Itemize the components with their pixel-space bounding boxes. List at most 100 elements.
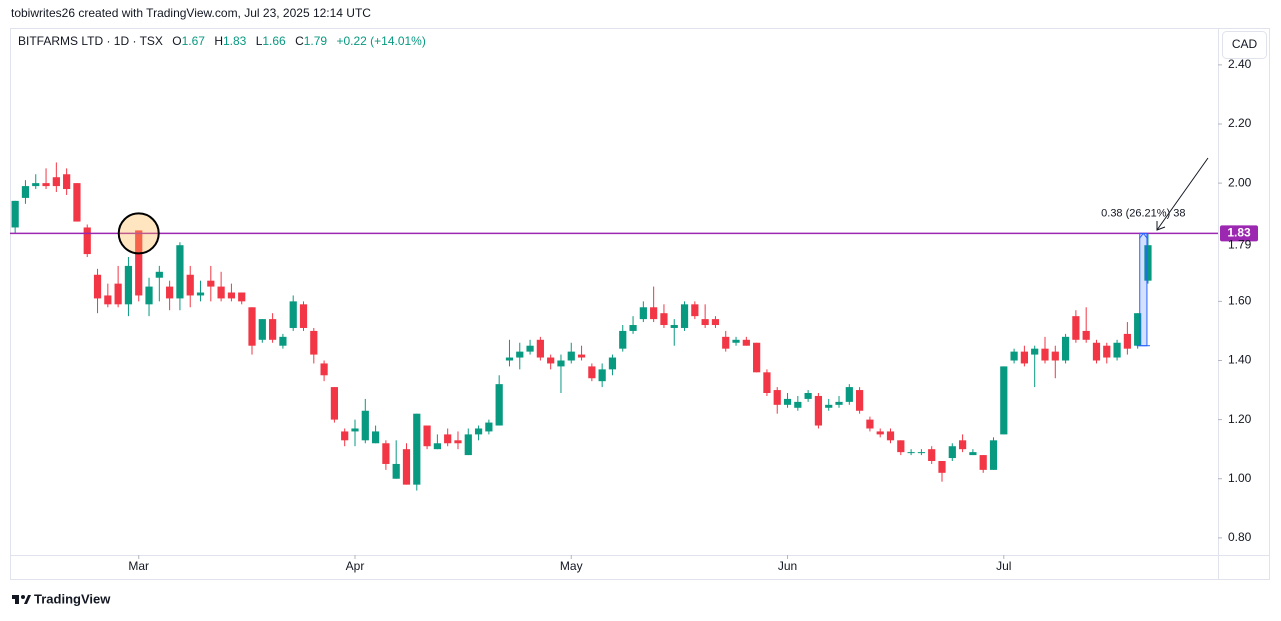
chart-frame (10, 28, 1270, 580)
candle-body (320, 363, 328, 376)
candle-body (114, 283, 122, 305)
candle-body (691, 304, 699, 317)
candle-body (104, 295, 112, 305)
currency-button[interactable] (1222, 31, 1267, 59)
annotation-arrowhead (1156, 221, 1166, 231)
candle-body (783, 398, 792, 405)
candle-body (73, 183, 81, 222)
footer-logo (12, 595, 31, 604)
legend-field-label: C (295, 34, 304, 48)
candle-body (577, 354, 586, 358)
horizontal-line-price-box (1220, 225, 1258, 242)
candle-body (1123, 333, 1131, 349)
candle-body (742, 339, 750, 346)
candle-body (269, 319, 277, 340)
candle-body (238, 292, 246, 302)
y-tick-label: 2.20 (1228, 116, 1252, 130)
candle-body (897, 440, 905, 453)
candle-body (330, 387, 339, 420)
candle-body (547, 357, 555, 364)
candle-body (21, 186, 30, 198)
y-tick-label: 1.40 (1228, 353, 1252, 367)
candle-body (979, 455, 987, 470)
candle-body (1041, 348, 1049, 361)
legend-field-label: H (214, 34, 223, 48)
candle-body (536, 339, 544, 358)
highlight-circle (117, 212, 160, 255)
candle-body (722, 336, 730, 349)
legend-field-value: 1.66 (262, 34, 286, 48)
candle-body (619, 330, 627, 349)
candle-body (938, 460, 946, 473)
legend-symbol: BITFARMS LTD · 1D · TSX (18, 34, 163, 48)
candle-body (392, 463, 400, 479)
x-tick-label: May (560, 559, 583, 573)
candle-body (310, 330, 318, 355)
candle-body (670, 325, 678, 328)
candle-body (155, 271, 163, 278)
candle-body (124, 265, 133, 305)
candle-body (42, 183, 50, 187)
candle-body (876, 431, 884, 435)
legend-field-value: 1.83 (223, 34, 247, 48)
candle-body (773, 390, 781, 405)
candle-body (557, 360, 565, 367)
candle-body (176, 245, 184, 299)
candle-body (1010, 351, 1018, 361)
candle-body (166, 286, 174, 299)
candle-body (608, 357, 617, 370)
candle-body (804, 393, 812, 399)
candle-body (186, 274, 194, 296)
candle-body (917, 452, 926, 454)
candle-body (371, 431, 380, 444)
candle-body (217, 286, 225, 299)
candle-body (639, 307, 647, 320)
candle-body (526, 345, 534, 352)
candle-body (866, 419, 874, 429)
candle-body (907, 452, 915, 454)
candle-body (753, 342, 761, 373)
candle-body (928, 449, 936, 461)
candle-body (1144, 245, 1152, 281)
candle-body (279, 336, 287, 346)
candle-body (1134, 313, 1142, 346)
candle-body (969, 452, 977, 456)
annotation-arrow (1156, 157, 1209, 231)
legend: BITFARMS LTD · 1D · TSX O1.67 H1.83 L1.6… (18, 34, 426, 48)
candle-body (1031, 348, 1039, 355)
legend-field-label: O (172, 34, 181, 48)
candle-body (1103, 345, 1111, 358)
candle-body (794, 401, 802, 408)
candle-body (856, 390, 864, 411)
candle-body (444, 434, 452, 444)
candle-body (474, 428, 483, 435)
candle-body (52, 177, 60, 187)
y-tick-label: 1.60 (1228, 294, 1252, 308)
candle-body (423, 425, 431, 447)
candle-body (433, 443, 441, 450)
measure-box (1139, 232, 1148, 347)
candle-body (196, 292, 205, 296)
candle-body (650, 307, 658, 320)
logo-part (15, 595, 19, 604)
legend-field-value: 1.67 (182, 34, 206, 48)
candle-body (1072, 316, 1080, 340)
candle-body (763, 372, 771, 394)
candle-body (1113, 342, 1121, 358)
legend-change: +0.22 (+14.01%) (336, 34, 425, 48)
candle-body (1082, 330, 1090, 340)
candle-body (361, 410, 369, 441)
candle-body (701, 319, 709, 326)
x-tick-label: Jun (778, 559, 797, 573)
currency-label[interactable]: CAD (1232, 37, 1258, 51)
candle-body (495, 384, 503, 426)
y-tick-label: 0.80 (1228, 530, 1252, 544)
measure-arrowhead (1138, 232, 1148, 239)
candle-body (886, 431, 895, 441)
candle-body (948, 446, 956, 459)
x-tick-label: Apr (346, 559, 365, 573)
candle-body (1051, 351, 1059, 361)
candle-body (505, 357, 514, 361)
